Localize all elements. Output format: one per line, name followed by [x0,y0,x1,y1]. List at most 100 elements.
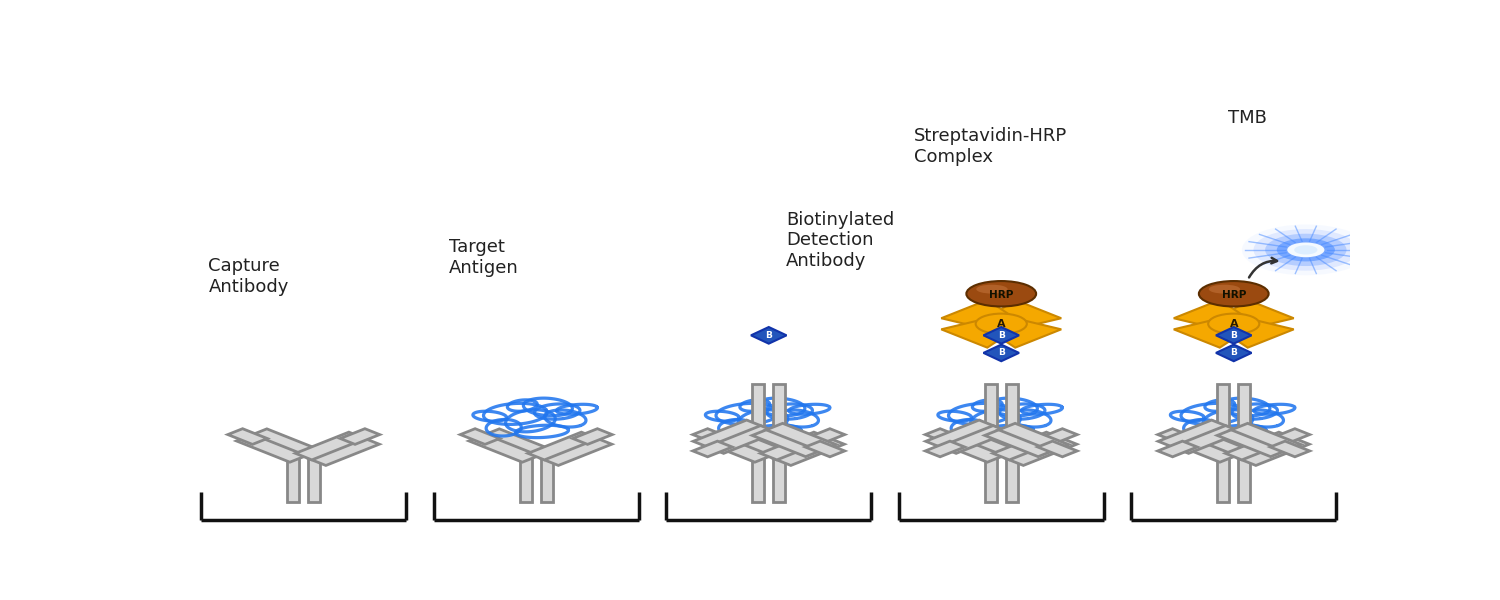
Polygon shape [340,428,380,445]
Bar [288,458,298,502]
Text: B: B [998,349,1005,358]
Bar [774,384,784,428]
Polygon shape [1216,344,1251,361]
Polygon shape [760,432,831,460]
Text: Capture
Antibody: Capture Antibody [209,257,290,296]
Polygon shape [934,434,1004,462]
Polygon shape [528,432,598,460]
Polygon shape [706,425,777,454]
Circle shape [975,314,1028,334]
Polygon shape [948,429,1018,457]
Polygon shape [984,327,1018,344]
Polygon shape [470,434,538,462]
Circle shape [1254,229,1358,271]
Polygon shape [483,429,554,457]
Bar [1239,458,1250,502]
Polygon shape [693,441,732,457]
Bar [542,458,552,502]
Polygon shape [990,320,1062,347]
Polygon shape [999,424,1068,451]
Bar [986,384,996,428]
Bar [1218,458,1228,502]
Polygon shape [1038,428,1077,445]
Polygon shape [1167,434,1236,462]
Text: B: B [998,331,1005,340]
Bar [1007,458,1017,502]
Text: TMB: TMB [1228,109,1268,127]
Polygon shape [1007,437,1077,466]
Polygon shape [926,441,964,457]
Ellipse shape [1209,284,1240,293]
Text: Biotinylated
Detection
Antibody: Biotinylated Detection Antibody [786,211,894,270]
Polygon shape [1158,420,1228,448]
Circle shape [1276,238,1335,262]
Text: B: B [1230,349,1238,358]
Bar [1007,384,1017,428]
Polygon shape [806,441,844,457]
Text: HRP: HRP [1221,290,1246,299]
Polygon shape [752,327,786,344]
Polygon shape [1270,428,1310,445]
Polygon shape [237,434,306,462]
Text: Streptavidin-HRP
Complex: Streptavidin-HRP Complex [914,127,1068,166]
Polygon shape [228,428,267,445]
Polygon shape [693,420,764,448]
Polygon shape [693,428,732,445]
Polygon shape [1216,429,1287,457]
Polygon shape [1180,429,1251,457]
Polygon shape [1222,300,1294,328]
Polygon shape [1158,441,1197,457]
Bar [1218,384,1228,428]
Polygon shape [1232,424,1300,451]
Polygon shape [1270,441,1310,457]
Polygon shape [939,425,1010,454]
Polygon shape [774,437,844,466]
Circle shape [1294,245,1317,254]
Polygon shape [1222,320,1294,347]
Polygon shape [716,429,786,457]
Polygon shape [573,428,612,445]
Polygon shape [1226,432,1296,460]
Polygon shape [984,344,1018,361]
Text: B: B [765,331,772,340]
Circle shape [1287,242,1324,257]
Polygon shape [940,300,1012,328]
Text: A: A [998,319,1005,329]
Polygon shape [926,420,996,448]
Polygon shape [984,429,1054,457]
Polygon shape [542,437,612,466]
Polygon shape [296,432,366,460]
Bar [774,458,784,502]
Polygon shape [702,434,771,462]
Text: HRP: HRP [988,290,1014,299]
Polygon shape [1158,428,1197,445]
Ellipse shape [1198,281,1269,307]
Text: B: B [1230,331,1238,340]
Ellipse shape [966,281,1036,307]
Polygon shape [990,300,1062,328]
Polygon shape [940,320,1012,347]
Polygon shape [309,437,380,466]
Polygon shape [1038,441,1077,457]
Bar [520,458,531,502]
Bar [986,458,996,502]
Circle shape [1208,314,1260,334]
Bar [1239,384,1250,428]
Circle shape [1288,243,1323,257]
Circle shape [1264,233,1347,266]
Polygon shape [806,428,844,445]
Polygon shape [460,428,500,445]
Bar [753,384,764,428]
Polygon shape [1173,300,1245,328]
Polygon shape [766,424,836,451]
Polygon shape [1239,437,1310,466]
Text: Target
Antigen: Target Antigen [448,238,519,277]
Polygon shape [752,429,822,457]
Polygon shape [926,428,964,445]
Text: A: A [1230,319,1238,329]
Bar [753,458,764,502]
Polygon shape [1216,327,1251,344]
Circle shape [1242,224,1370,275]
Ellipse shape [976,284,1008,293]
Polygon shape [251,429,321,457]
